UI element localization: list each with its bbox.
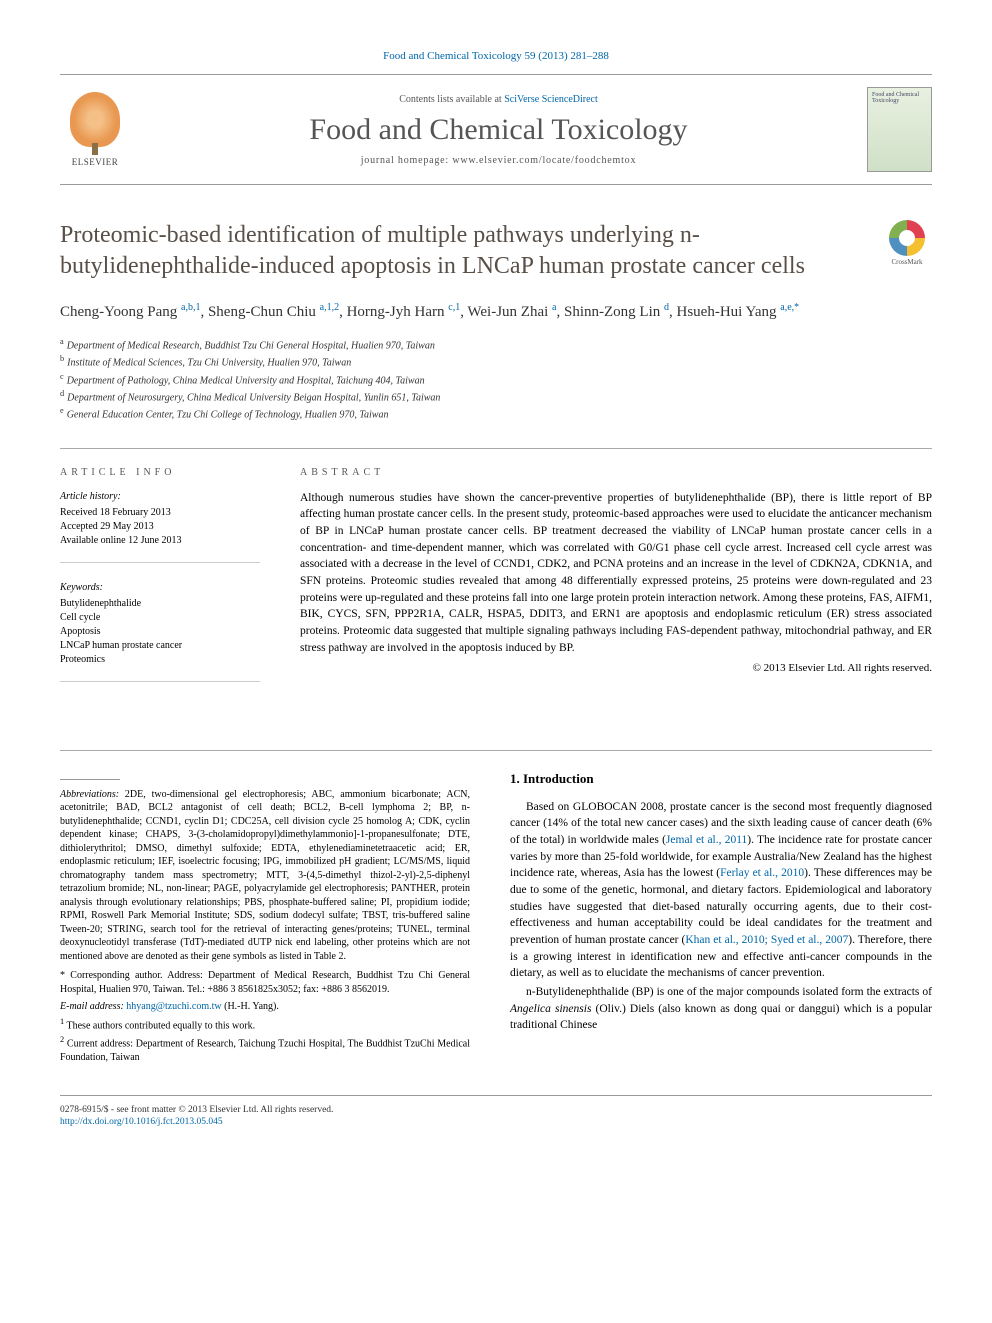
body-paragraph: n-Butylidenephthalide (BP) is one of the… [510,984,932,1034]
keyword-line: Apoptosis [60,625,260,639]
keyword-line: Proteomics [60,653,260,667]
footnote-equal-contrib: These authors contributed equally to thi… [67,1020,256,1031]
homepage-url[interactable]: www.elsevier.com/locate/foodchemtox [452,155,636,166]
history-line: Available online 12 June 2013 [60,534,260,548]
elsevier-logo: ELSEVIER [60,90,130,170]
abstract-heading: ABSTRACT [300,467,932,478]
crossmark-label: CrossMark [891,258,922,266]
elsevier-label: ELSEVIER [72,157,119,167]
author-email-link[interactable]: hhyang@tzuchi.com.tw [126,1001,221,1012]
citation-link[interactable]: Ferlay et al., 2010 [720,867,804,879]
journal-reference: Food and Chemical Toxicology 59 (2013) 2… [60,50,932,62]
affiliation-line: dDepartment of Neurosurgery, China Medic… [60,388,932,405]
body-paragraph: Based on GLOBOCAN 2008, prostate cancer … [510,799,932,982]
affiliation-line: cDepartment of Pathology, China Medical … [60,371,932,388]
abbreviations-label: Abbreviations: [60,789,119,800]
email-name: (H.-H. Yang). [224,1001,279,1012]
affiliation-line: aDepartment of Medical Research, Buddhis… [60,336,932,353]
crossmark-badge[interactable]: CrossMark [882,220,932,270]
article-info-heading: ARTICLE INFO [60,467,260,478]
history-line: Accepted 29 May 2013 [60,520,260,534]
footnote-current-address: Current address: Department of Research,… [60,1039,470,1064]
abstract-column: ABSTRACT Although numerous studies have … [300,467,932,700]
journal-cover-thumbnail: Food and Chemical Toxicology [867,87,932,172]
journal-header: ELSEVIER Contents lists available at Sci… [60,74,932,185]
keywords-label: Keywords: [60,581,260,595]
history-line: Received 18 February 2013 [60,506,260,520]
citation-link[interactable]: Khan et al., 2010; Syed et al., 2007 [685,934,848,946]
affiliations-list: aDepartment of Medical Research, Buddhis… [60,336,932,423]
crossmark-icon [889,220,925,256]
email-label: E-mail address: [60,1001,124,1012]
keyword-line: LNCaP human prostate cancer [60,639,260,653]
issn-line: 0278-6915/$ - see front matter © 2013 El… [60,1104,932,1116]
keyword-line: Cell cycle [60,611,260,625]
affiliation-line: bInstitute of Medical Sciences, Tzu Chi … [60,353,932,370]
page-footer: 0278-6915/$ - see front matter © 2013 El… [60,1095,932,1129]
contents-line: Contents lists available at SciVerse Sci… [150,94,847,105]
article-title: Proteomic-based identification of multip… [60,220,862,282]
contents-prefix: Contents lists available at [399,94,504,105]
abstract-copyright: © 2013 Elsevier Ltd. All rights reserved… [300,662,932,674]
authors-list: Cheng-Yoong Pang a,b,1, Sheng-Chun Chiu … [60,300,932,324]
homepage-prefix: journal homepage: [361,155,453,166]
journal-title: Food and Chemical Toxicology [150,113,847,147]
sciencedirect-link[interactable]: SciVerse ScienceDirect [504,94,598,105]
doi-link[interactable]: http://dx.doi.org/10.1016/j.fct.2013.05.… [60,1117,223,1127]
homepage-line: journal homepage: www.elsevier.com/locat… [150,155,847,166]
abstract-text: Although numerous studies have shown the… [300,490,932,657]
abbreviations-text: 2DE, two-dimensional gel electrophoresis… [60,789,470,962]
section-divider [60,448,932,449]
cover-label: Food and Chemical Toxicology [872,92,927,104]
citation-link[interactable]: Jemal et al., 2011 [666,834,747,846]
footnotes-column: Abbreviations: 2DE, two-dimensional gel … [60,771,470,1065]
history-label: Article history: [60,490,260,504]
keyword-line: Butylidenephthalide [60,597,260,611]
article-info-sidebar: ARTICLE INFO Article history: Received 1… [60,467,260,700]
elsevier-tree-icon [70,92,120,147]
corresponding-author-note: * Corresponding author. Address: Departm… [60,969,470,996]
affiliation-line: eGeneral Education Center, Tzu Chi Colle… [60,405,932,422]
introduction-column: 1. Introduction Based on GLOBOCAN 2008, … [510,771,932,1065]
introduction-heading: 1. Introduction [510,771,932,787]
